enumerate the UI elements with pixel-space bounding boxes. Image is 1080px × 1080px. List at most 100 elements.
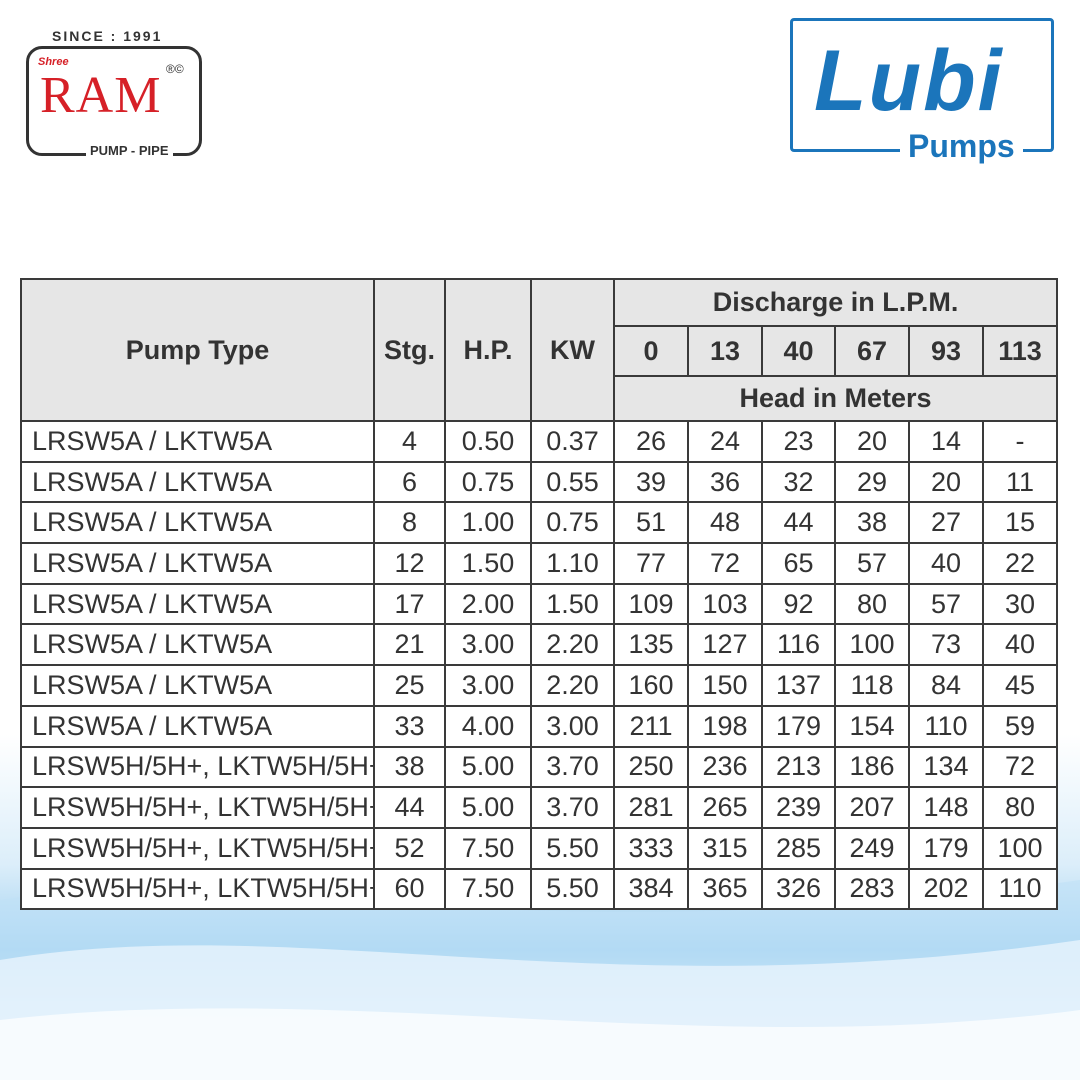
table-cell: 72 bbox=[981, 745, 1059, 789]
table-cell: 5.00 bbox=[444, 745, 532, 789]
table-row: LRSW5A / LKTW5A 6 0.75 0.55 39 36 32 29 20 11 bbox=[20, 460, 1059, 504]
table-row: LRSW5H/5H+, LKTW5H/5H+ 38 5.00 3.70 250 236 21… bbox=[20, 745, 1059, 789]
table-row: LRSW5A / LKTW5A 4 0.50 0.37 26 24 23 20 14- bbox=[20, 420, 1059, 463]
table-cell: 72 bbox=[687, 542, 763, 585]
tagline: PUMP - PIPE bbox=[86, 143, 173, 158]
table-cell: 127 bbox=[687, 623, 763, 667]
flow-header: 40 bbox=[761, 325, 836, 377]
tagline: Pumps bbox=[900, 128, 1023, 165]
table-cell: 281 bbox=[613, 786, 689, 829]
table-cell: 0.37 bbox=[530, 420, 615, 463]
table-cell: 2.20 bbox=[530, 664, 615, 707]
table-cell: 32 bbox=[761, 460, 836, 504]
table-cell: 39 bbox=[613, 460, 689, 504]
table-cell: 213 bbox=[761, 745, 836, 789]
logo-box bbox=[26, 46, 202, 156]
ram-logo: SINCE : 1991 Shree RAM ®© PUMP - PIPE bbox=[26, 26, 206, 158]
table-cell: 154 bbox=[834, 704, 910, 748]
flow-header: 93 bbox=[908, 325, 984, 377]
flow-header: 113 bbox=[981, 325, 1059, 377]
table-cell: 24 bbox=[687, 420, 763, 463]
table-cell: 7.50 bbox=[444, 867, 532, 911]
table-cell: 315 bbox=[687, 826, 763, 870]
header-cell: Head in Meters bbox=[612, 375, 1059, 422]
table-cell: 15 bbox=[981, 501, 1059, 545]
table-cell: 265 bbox=[687, 786, 763, 829]
table-cell: 20 bbox=[908, 460, 984, 504]
table-cell: 7.50 bbox=[444, 826, 532, 870]
table-cell: 38 bbox=[834, 501, 910, 545]
since-text: SINCE : 1991 bbox=[52, 28, 163, 44]
pump-table: Pump Type Stg. H.P. KW Discharge in L.P.… bbox=[20, 278, 1059, 911]
header-cell: KW bbox=[530, 278, 615, 422]
table-cell: 186 bbox=[834, 745, 910, 789]
table-cell: 134 bbox=[908, 745, 984, 789]
header-cell: Stg. bbox=[373, 278, 446, 422]
table-cell: 12 bbox=[373, 542, 446, 585]
table-cell: 179 bbox=[761, 704, 836, 748]
table-cell: 30 bbox=[981, 582, 1059, 626]
table-cell: 116 bbox=[761, 623, 836, 667]
table-cell: 198 bbox=[687, 704, 763, 748]
table-cell: 160 bbox=[613, 664, 689, 707]
table-row: LRSW5A / LKTW5A 17 2.00 1.50 109 103 92 80 57 30 bbox=[20, 582, 1059, 626]
table-cell: 3.00 bbox=[444, 664, 532, 707]
table-cell: 1.50 bbox=[530, 582, 615, 626]
table-cell: 3.70 bbox=[530, 786, 615, 829]
table-cell: 92 bbox=[761, 582, 836, 626]
table-cell: LRSW5A / LKTW5A bbox=[20, 623, 375, 667]
table-row: LRSW5A / LKTW5A 33 4.00 3.00 211 198 179 154 110… bbox=[20, 704, 1059, 748]
table-cell: 44 bbox=[761, 501, 836, 545]
table-cell: 1.10 bbox=[530, 542, 615, 585]
table-cell: 384 bbox=[613, 867, 689, 911]
table-cell: 57 bbox=[908, 582, 984, 626]
table-cell: 59 bbox=[981, 704, 1059, 748]
table-cell: 21 bbox=[373, 623, 446, 667]
shree-text: Shree bbox=[38, 56, 69, 68]
table-cell: 27 bbox=[908, 501, 984, 545]
table-row: LRSW5A / LKTW5A 12 1.50 1.10 77 72 65 57 40 22 bbox=[20, 542, 1059, 585]
table-cell: 60 bbox=[373, 867, 446, 911]
table-cell: LRSW5A / LKTW5A bbox=[20, 582, 375, 626]
table-cell: 36 bbox=[687, 460, 763, 504]
table-cell: 207 bbox=[834, 786, 910, 829]
table-cell: 148 bbox=[908, 786, 984, 829]
table-cell: 0.75 bbox=[444, 460, 532, 504]
table-cell: 110 bbox=[908, 704, 984, 748]
table-row: LRSW5H/5H+, LKTW5H/5H+ 60 7.50 5.50 384 365 32… bbox=[20, 867, 1059, 911]
table-cell: LRSW5A / LKTW5A bbox=[20, 420, 375, 463]
table-cell: LRSW5A / LKTW5A bbox=[20, 704, 375, 748]
table-cell: 110 bbox=[981, 867, 1059, 911]
table-cell: 236 bbox=[687, 745, 763, 789]
table-cell: 326 bbox=[761, 867, 836, 911]
table-cell: 40 bbox=[908, 542, 984, 585]
table-cell: 103 bbox=[687, 582, 763, 626]
brand-text: RAM bbox=[40, 67, 162, 124]
table-cell: 3.70 bbox=[530, 745, 615, 789]
table-cell: 44 bbox=[373, 786, 446, 829]
header-cell: Pump Type bbox=[20, 278, 375, 422]
table-cell: 5.50 bbox=[530, 867, 615, 911]
table-cell: 100 bbox=[834, 623, 910, 667]
table-cell: 25 bbox=[373, 664, 446, 707]
table-cell: 5.50 bbox=[530, 826, 615, 870]
table-cell: 29 bbox=[834, 460, 910, 504]
table-cell: 17 bbox=[373, 582, 446, 626]
table-cell: 150 bbox=[687, 664, 763, 707]
table-cell: 118 bbox=[834, 664, 910, 707]
table-cell: 100 bbox=[981, 826, 1059, 870]
table-cell: 65 bbox=[761, 542, 836, 585]
table-cell: 8 bbox=[373, 501, 446, 545]
wave-decoration bbox=[0, 880, 1080, 1080]
table-cell: 3.00 bbox=[444, 623, 532, 667]
table-cell: 80 bbox=[834, 582, 910, 626]
table-cell: 0.50 bbox=[444, 420, 532, 463]
table-row: LRSW5A / LKTW5A 25 3.00 2.20 160 150 137 118 84 4… bbox=[20, 664, 1059, 707]
header-cell: H.P. bbox=[444, 278, 532, 422]
table-cell: 249 bbox=[834, 826, 910, 870]
table-cell: 285 bbox=[761, 826, 836, 870]
table-cell: 57 bbox=[834, 542, 910, 585]
table-cell: 5.00 bbox=[444, 786, 532, 829]
table-cell: 137 bbox=[761, 664, 836, 707]
